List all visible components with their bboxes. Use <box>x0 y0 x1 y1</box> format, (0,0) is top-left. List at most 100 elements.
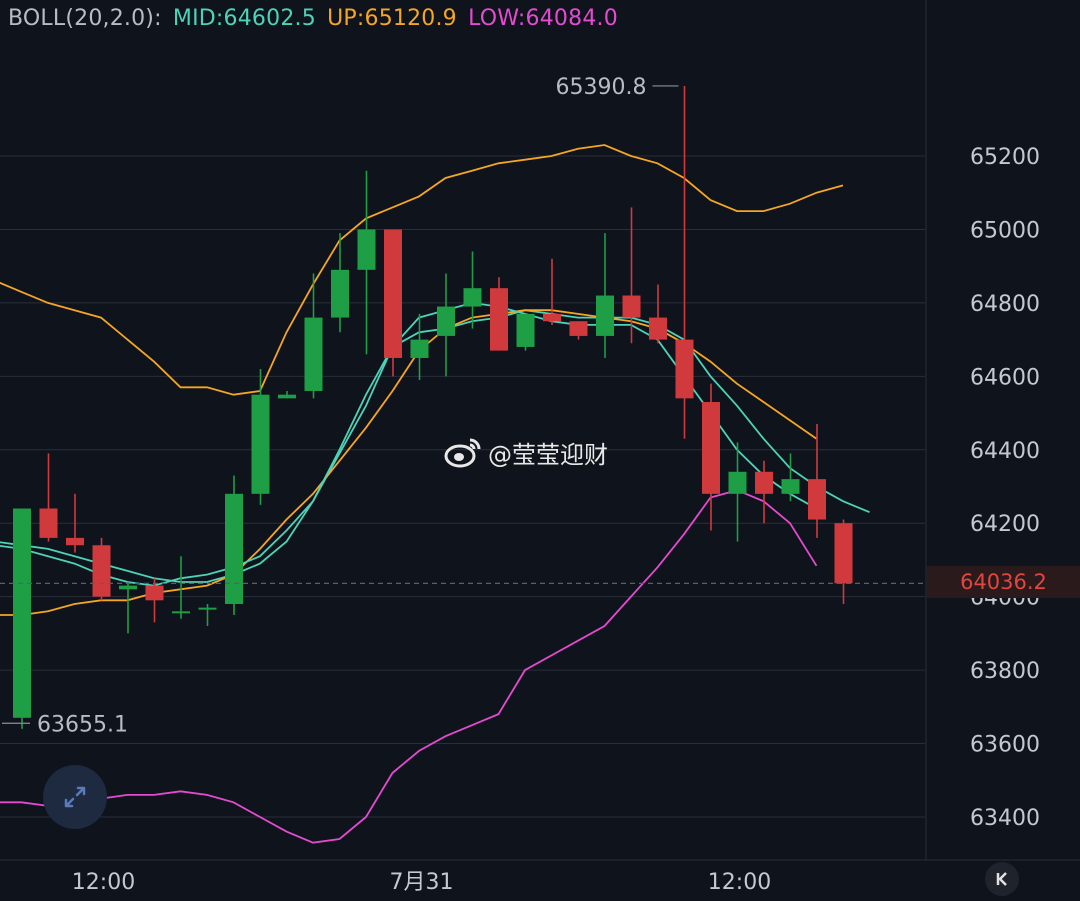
candle-body <box>410 339 429 358</box>
candle-body <box>516 313 535 347</box>
candle <box>331 233 349 333</box>
candle <box>410 313 429 380</box>
candle <box>304 273 323 399</box>
candle-body <box>808 479 826 520</box>
candle-body <box>304 317 323 392</box>
line-upper <box>0 144 844 396</box>
candle-body <box>755 471 773 494</box>
scroll-to-latest-button[interactable] <box>985 862 1019 896</box>
candle-body <box>622 295 641 318</box>
legend-up: UP:65120.9 <box>327 6 457 31</box>
candle <box>516 313 535 351</box>
line-ma_b <box>0 301 817 587</box>
x-axis: 12:00 7月31 12:00 <box>72 870 771 895</box>
candle <box>225 475 243 615</box>
candle <box>437 273 455 377</box>
candle <box>463 251 482 329</box>
candle-body <box>66 537 84 546</box>
y-tick-label: 64200 <box>970 512 1040 537</box>
candle <box>39 453 58 542</box>
candle <box>649 284 667 344</box>
candle-body <box>278 394 296 399</box>
candle <box>119 581 137 634</box>
x-tick-label: 12:00 <box>72 870 135 895</box>
candle <box>490 277 508 351</box>
current-price-tag: 64036.2 <box>927 566 1080 598</box>
indicator-lines <box>0 144 870 844</box>
low-marker-label: 63655.1 <box>37 712 128 737</box>
legend-indicator: BOLL(20,2.0): <box>8 6 162 31</box>
candle-body <box>145 585 164 601</box>
candle-body <box>39 508 58 538</box>
candle <box>198 603 217 627</box>
candle-body <box>331 269 349 318</box>
line-lower <box>0 489 818 844</box>
expand-button[interactable] <box>43 765 107 829</box>
candle <box>808 424 826 538</box>
candle <box>145 578 164 623</box>
candle-body <box>728 471 747 494</box>
candle <box>278 391 296 399</box>
x-tick-label: 12:00 <box>708 870 771 895</box>
line-mid <box>0 309 870 583</box>
candle-body <box>172 611 190 614</box>
candle-body <box>490 288 508 351</box>
candle <box>543 258 561 325</box>
candle <box>92 537 111 601</box>
candle <box>622 207 641 344</box>
candle <box>834 519 853 604</box>
candle-body <box>702 402 720 494</box>
y-axis: 6520065000648006460064400642006400063800… <box>970 145 1040 831</box>
grid-lines <box>0 0 1080 861</box>
candle <box>357 170 376 355</box>
candle-body <box>357 229 376 270</box>
candle-body <box>198 607 217 610</box>
candle <box>755 460 773 524</box>
candle-body <box>92 545 111 597</box>
expand-arrows-icon <box>64 786 86 808</box>
candle-body <box>119 585 137 590</box>
candle-body <box>781 479 800 494</box>
candle <box>728 442 747 542</box>
candle <box>384 229 402 377</box>
candle-body <box>649 317 667 340</box>
candle <box>569 321 588 340</box>
y-tick-label: 65200 <box>970 145 1040 170</box>
high-marker-label: 65390.8 <box>556 75 647 100</box>
candle-body <box>13 508 31 718</box>
candle-body <box>384 229 402 358</box>
candle-body <box>225 493 243 604</box>
y-tick-label: 64400 <box>970 439 1040 464</box>
candle <box>702 383 720 531</box>
candle-body <box>463 288 482 307</box>
candle-body <box>251 394 270 494</box>
candle <box>172 556 190 619</box>
y-tick-label: 63800 <box>970 659 1040 684</box>
chevron-back-icon <box>996 872 1007 886</box>
candle <box>66 493 84 553</box>
watermark: @莹莹迎财 <box>444 432 608 472</box>
x-tick-label: 7月31 <box>390 870 454 895</box>
candle <box>596 233 614 358</box>
candle-body <box>596 295 614 336</box>
legend-mid: MID:64602.5 <box>172 6 316 31</box>
candle <box>675 85 694 439</box>
candle-body <box>675 339 694 399</box>
weibo-logo <box>444 438 481 468</box>
candle <box>251 368 270 505</box>
price-markers: 65390.8 63655.1 <box>0 75 927 737</box>
y-tick-label: 63600 <box>970 733 1040 758</box>
y-tick-label: 64800 <box>970 292 1040 317</box>
candles <box>13 85 853 729</box>
y-tick-label: 65000 <box>970 218 1040 243</box>
candle-body <box>569 321 588 336</box>
candle-body <box>543 313 561 322</box>
legend-low: LOW:64084.0 <box>468 6 618 31</box>
candle <box>781 453 800 502</box>
y-tick-label: 63400 <box>970 806 1040 831</box>
boll-legend: BOLL(20,2.0): MID:64602.5 UP:65120.9 LOW… <box>8 6 622 31</box>
y-tick-label: 64600 <box>970 365 1040 390</box>
candle-body <box>437 306 455 336</box>
watermark-text: @莹莹迎财 <box>488 440 608 469</box>
candle <box>13 508 31 729</box>
